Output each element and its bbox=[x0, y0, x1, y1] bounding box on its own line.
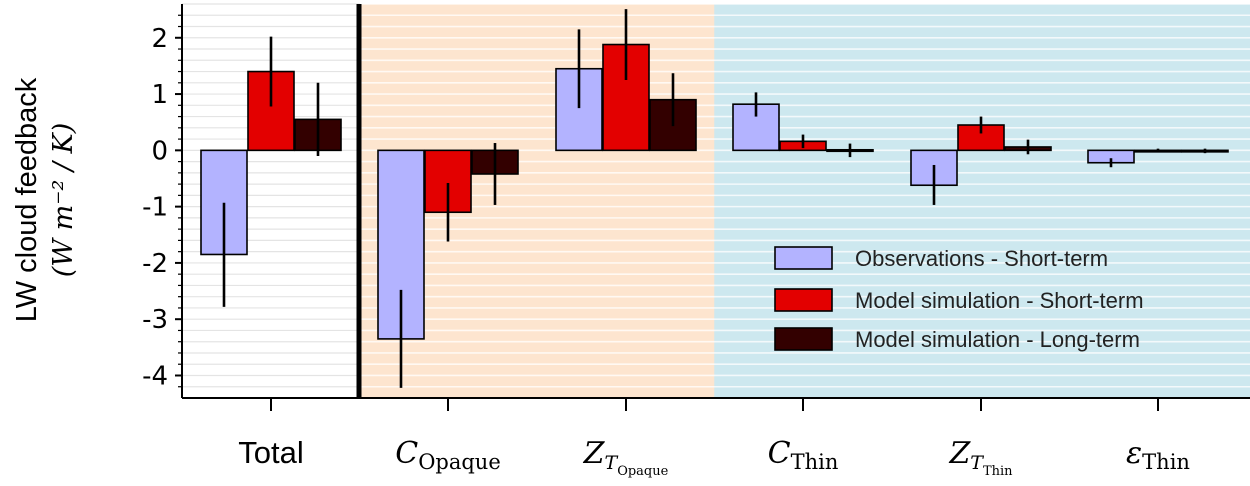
legend-label-0: Observations - Short-term bbox=[855, 246, 1108, 271]
x-tick-label-4: ZTThin bbox=[948, 436, 1013, 479]
y-tick-label: -4 bbox=[142, 361, 168, 391]
x-tick-label-5: εThin bbox=[1126, 436, 1190, 474]
region-backgrounds bbox=[182, 4, 1250, 398]
y-tick-label: -3 bbox=[142, 305, 168, 335]
legend-label-2: Model simulation - Long-term bbox=[855, 327, 1140, 352]
x-tick-label-1: COpaque bbox=[395, 436, 501, 474]
legend: Observations - Short-term Model simulatio… bbox=[774, 246, 1144, 352]
y-tick-label: -1 bbox=[142, 193, 168, 223]
x-tick-labels: Total COpaque ZTOpaque CThin ZTThin εThin bbox=[238, 435, 1190, 479]
y-axis-unit: (W m⁻² / K) bbox=[48, 123, 79, 278]
legend-swatch-2 bbox=[774, 327, 833, 351]
legend-swatch-0 bbox=[774, 246, 833, 270]
legend-label-1: Model simulation - Short-term bbox=[855, 288, 1144, 313]
y-tick-label: 2 bbox=[151, 24, 168, 54]
y-axis-label: LW cloud feedback (W m⁻² / K) bbox=[11, 77, 79, 322]
axes: -4 -3 -2 -1 0 1 2 bbox=[142, 4, 1250, 411]
x-tick-label-2: ZTOpaque bbox=[583, 436, 669, 479]
y-tick-label: 1 bbox=[151, 80, 168, 110]
x-tick-label-0: Total bbox=[238, 435, 303, 470]
x-tick-label-3: CThin bbox=[768, 436, 839, 474]
y-axis-title: LW cloud feedback bbox=[11, 77, 43, 322]
y-tick-label: 0 bbox=[151, 136, 168, 166]
error-bars bbox=[222, 9, 1207, 388]
legend-swatch-1 bbox=[774, 288, 833, 312]
y-tick-label: -2 bbox=[142, 249, 168, 279]
